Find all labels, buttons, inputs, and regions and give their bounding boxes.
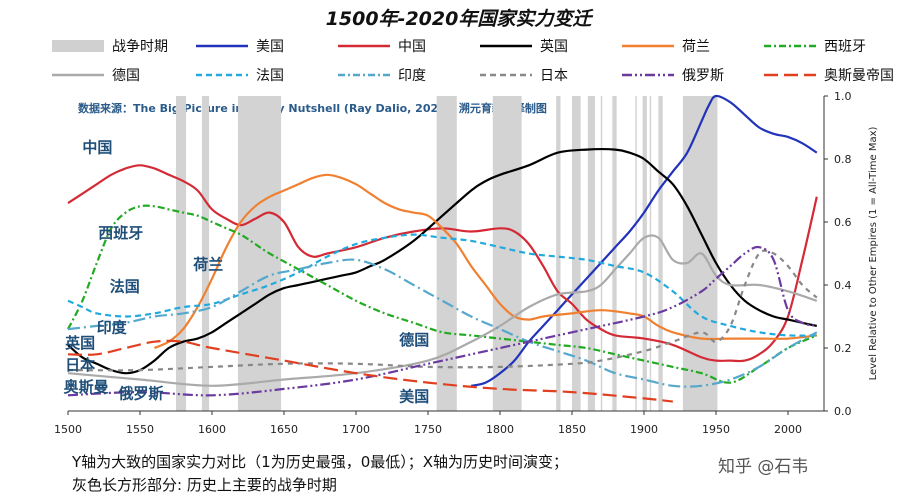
series-annotation: 日本 [65,356,95,374]
series-annotation: 西班牙 [98,224,143,242]
x-tick-label: 1650 [270,423,298,436]
series-annotation: 俄罗斯 [117,384,163,402]
legend-swatch [196,44,248,48]
x-tick-label: 1850 [558,423,586,436]
legend-swatch [480,73,532,77]
x-tick-label: 1500 [54,423,82,436]
series-line [470,94,818,387]
legend-label: 英国 [540,39,568,55]
chart-title: 1500年-2020年国家实力变迁 [325,8,592,30]
war-period-band [635,96,637,411]
series-line [67,245,818,397]
war-period-band [587,96,596,411]
series-line [67,204,818,384]
legend-item: 英国 [480,36,568,56]
series-annotation: 英国 [65,334,95,352]
legend-swatch [338,44,390,48]
series-annotation: 法国 [110,277,140,295]
series-line [153,173,817,350]
series-annotation: 印度 [97,318,128,336]
legend-item: 日本 [480,65,568,85]
x-tick-label: 1900 [630,423,658,436]
series-annotation: 德国 [399,331,429,349]
war-period-band [492,96,522,411]
legend-swatch [622,44,674,48]
legend: 战争时期 美国 中国 英国 荷兰 西班牙德国 法国 印度 日本 俄罗斯 奥斯曼帝国 [0,0,917,96]
legend-label: 战争时期 [112,39,168,55]
y-tick-label: 0.0 [834,405,852,418]
war-period-band [612,96,617,411]
war-period-band [201,96,210,411]
legend-swatch [622,73,674,77]
source-note: 数据来源：The Big Picture in a Tiny Nutshell … [78,102,547,115]
caption-line-2: 灰色长方形部分: 历史上主要的战争时期 [72,476,337,494]
legend-item: 印度 [338,65,426,85]
x-tick-label: 1750 [414,423,442,436]
series-line [67,339,673,403]
war-period-band [642,96,647,411]
war-period-band [176,96,187,411]
legend-label: 奥斯曼帝国 [824,68,894,84]
legend-item: 中国 [338,36,426,56]
y-tick-label: 1.0 [834,90,852,103]
legend-swatch [196,73,248,77]
series-line [67,234,818,387]
y-tick-label: 0.8 [834,153,852,166]
legend-item: 荷兰 [622,36,710,56]
series-line [67,164,818,363]
legend-label: 法国 [256,68,284,84]
caption-line-1: Y轴为大致的国家实力对比（1为历史最强，0最低）；X轴为历史时间演变； [72,453,569,471]
legend-label: 荷兰 [682,39,710,55]
legend-item: 法国 [196,65,284,85]
series-annotation: 奥斯曼 [64,378,109,396]
series-annotation: 美国 [399,388,429,406]
war-period-band [649,96,652,411]
war-period-band [556,96,561,411]
y-tick-label: 0.2 [834,342,852,355]
legend-item: 德国 [52,65,140,85]
legend-swatch [52,73,104,77]
x-tick-label: 2000 [774,423,802,436]
war-period-band [600,96,603,411]
legend-item: 西班牙 [764,36,866,56]
legend-swatch [52,40,104,52]
legend-swatch [338,73,390,77]
x-tick-label: 1550 [126,423,154,436]
war-period-band [436,96,457,411]
x-tick-label: 1950 [702,423,730,436]
y-tick-label: 0.6 [834,216,852,229]
legend-swatch [764,44,816,48]
series-line [67,258,818,388]
series-annotation: 中国 [82,139,112,157]
legend-label: 中国 [398,39,426,55]
legend-label: 日本 [540,68,568,84]
war-period-band [572,96,581,411]
series-line [67,233,817,337]
legend-label: 美国 [256,39,284,55]
legend-label: 印度 [398,68,426,84]
legend-item: 奥斯曼帝国 [764,65,894,85]
legend-label: 俄罗斯 [682,68,724,84]
legend-item: 美国 [196,36,284,56]
legend-item: 战争时期 [52,36,168,56]
war-period-band [658,96,663,411]
legend-swatch [480,44,532,48]
y-axis-label: Level Relative to Other Empires (1 = All… [868,127,879,381]
legend-swatch [764,73,816,77]
series-annotation: 荷兰 [193,255,223,273]
x-tick-label: 1700 [342,423,370,436]
x-tick-label: 1800 [486,423,514,436]
legend-item: 俄罗斯 [622,65,724,85]
y-tick-label: 0.4 [834,279,852,292]
legend-label: 西班牙 [824,39,866,55]
x-tick-label: 1600 [198,423,226,436]
legend-label: 德国 [112,68,140,84]
watermark: 知乎 @石韦 [718,457,809,477]
series-line [67,148,818,375]
caption: Y轴为大致的国家实力对比（1为历史最强，0最低）；X轴为历史时间演变； 灰色长方… [72,451,568,497]
